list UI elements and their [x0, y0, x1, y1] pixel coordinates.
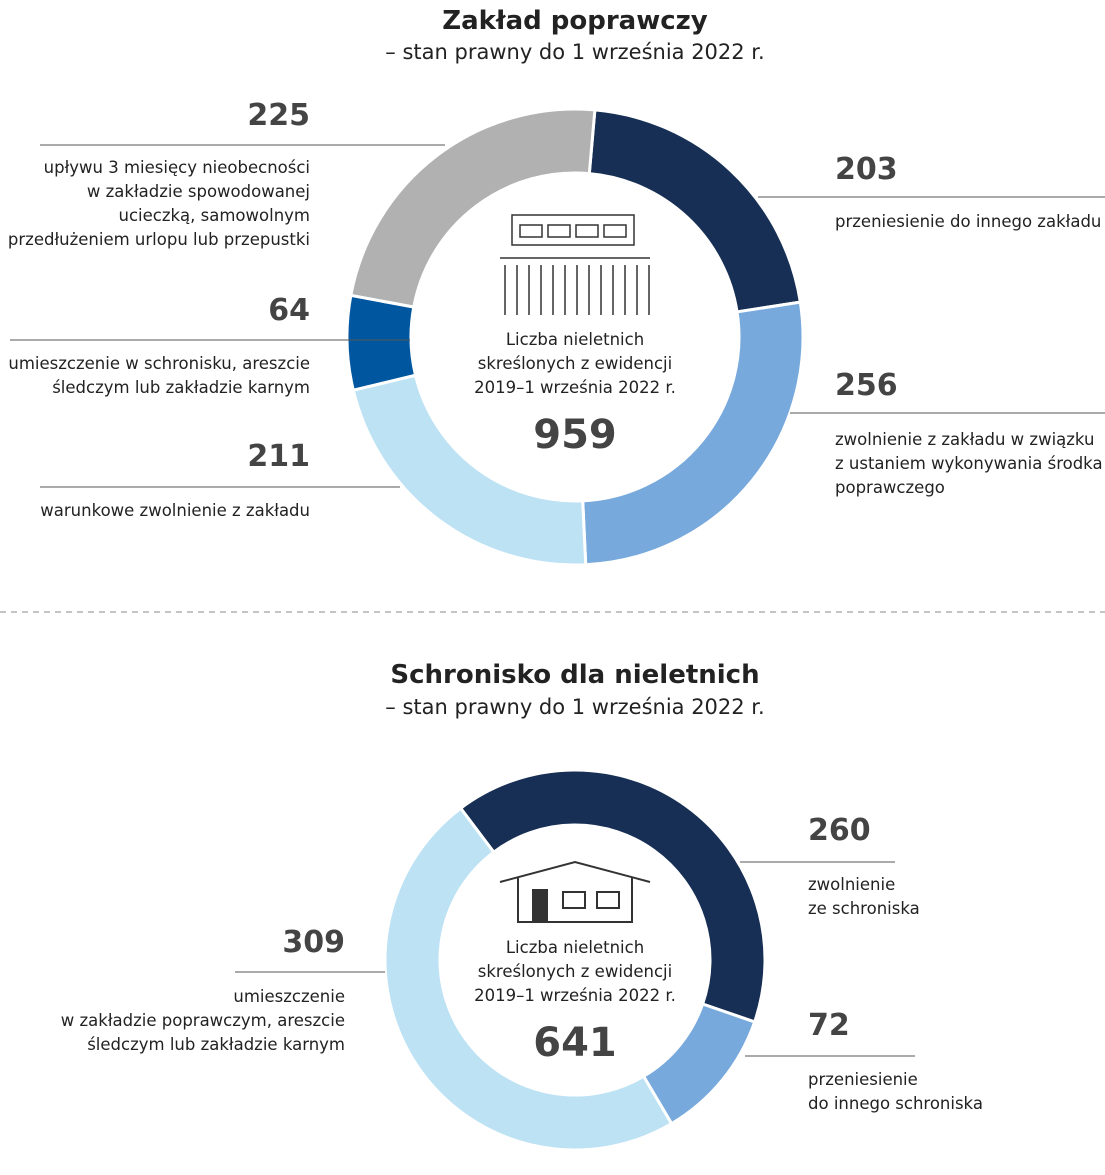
- donut-segment: [349, 107, 597, 309]
- donut-segment: [458, 768, 767, 1024]
- segment-value: 64: [268, 293, 310, 328]
- segment-value: 225: [247, 98, 310, 133]
- donut-segment: [351, 373, 588, 567]
- segment-label: umieszczenie w zakładzie poprawczym, are…: [60, 987, 345, 1054]
- prison-icon: [500, 214, 650, 315]
- segment-label: zwolnienie z zakładu w związku z ustanie…: [835, 430, 1103, 497]
- donut-segment: [581, 300, 805, 567]
- segment-value: 260: [808, 813, 871, 848]
- segment-label: umieszczenie w schronisku, areszcie śled…: [8, 354, 310, 397]
- segment-value: 203: [835, 152, 898, 187]
- chart-subtitle: – stan prawny do 1 września 2022 r.: [385, 695, 765, 719]
- segment-label: zwolnienie ze schroniska: [808, 875, 920, 918]
- segment-value: 211: [247, 439, 310, 474]
- segment-value: 72: [808, 1008, 850, 1043]
- shelter-icon: [499, 860, 651, 923]
- donut-segment: [587, 108, 803, 314]
- center-label: Liczba nieletnich skreślonych z ewidencj…: [474, 330, 676, 397]
- donut-segment: [345, 293, 418, 392]
- segment-label: warunkowe zwolnienie z zakładu: [40, 501, 310, 520]
- center-label: Liczba nieletnich skreślonych z ewidencj…: [474, 938, 676, 1005]
- segment-label: przeniesienie do innego zakładu: [835, 212, 1102, 231]
- center-total: 641: [533, 1020, 617, 1066]
- segment-label: przeniesienie do innego schroniska: [808, 1070, 983, 1113]
- segment-label: upływu 3 miesięcy nieobecności w zakładz…: [7, 158, 310, 249]
- chart-title: Schronisko dla nieletnich: [390, 660, 760, 690]
- center-total: 959: [533, 412, 617, 458]
- segment-value: 309: [282, 925, 345, 960]
- chart-subtitle: – stan prawny do 1 września 2022 r.: [385, 40, 765, 64]
- donut-segment: [383, 806, 674, 1152]
- segment-value: 256: [835, 368, 898, 403]
- chart-title: Zakład poprawczy: [442, 6, 708, 36]
